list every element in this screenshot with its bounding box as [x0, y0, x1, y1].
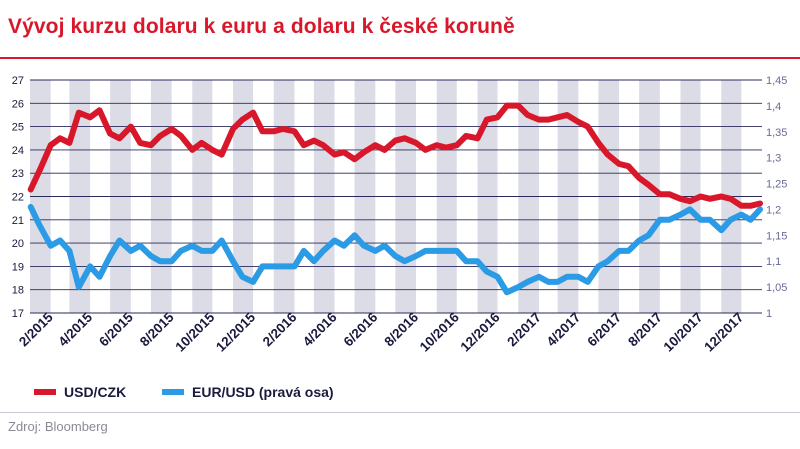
left-axis-tick-label: 24: [12, 145, 24, 157]
right-axis-tick-label: 1,25: [766, 179, 787, 191]
x-axis-tick-label: 6/2017: [584, 310, 624, 350]
right-axis-tick-label: 1,45: [766, 75, 787, 87]
legend-swatch-eur-usd: [162, 389, 184, 396]
legend-swatch-usd-czk: [34, 389, 56, 396]
x-axis-tick-label: 6/2016: [341, 309, 381, 349]
grid-lines: [30, 79, 762, 314]
right-axis-tick-label: 1,1: [766, 256, 781, 268]
left-axis-tick-label: 27: [12, 75, 24, 87]
x-axis-tick-label: 8/2017: [625, 310, 665, 350]
x-axis-tick-label: 2/2016: [260, 309, 300, 349]
x-axis-tick-label: 10/2015: [172, 309, 217, 354]
x-axis-tick-label: 12/2016: [458, 309, 503, 354]
title-divider: [0, 57, 800, 59]
right-axis-tick-label: 1,2: [766, 204, 781, 216]
x-axis-tick-label: 8/2015: [137, 309, 177, 349]
right-axis-tick-label: 1,3: [766, 153, 781, 165]
x-axis-tick-label: 4/2017: [544, 310, 584, 350]
x-axis-tick-label: 2/2017: [504, 310, 544, 350]
legend-label-eur-usd: EUR/USD (pravá osa): [192, 384, 334, 400]
x-axis-tick-label: 8/2016: [381, 309, 421, 349]
left-axis-tick-label: 18: [12, 285, 24, 297]
footer-divider: [0, 412, 800, 413]
series-line-eur-usd: [27, 203, 763, 296]
x-axis-tick-label: 10/2016: [417, 309, 462, 354]
x-axis-tick-label: 4/2015: [55, 309, 95, 349]
left-axis-tick-label: 20: [12, 238, 24, 250]
x-axis-tick-label: 4/2016: [300, 309, 340, 349]
left-axis-tick-label: 23: [12, 168, 24, 180]
right-axis-tick-label: 1,15: [766, 230, 787, 242]
left-axis-labels: 27 26 25 24 23 22 21 20 19 18 17: [12, 75, 24, 320]
right-axis-tick-label: 1: [766, 308, 772, 320]
legend-label-usd-czk: USD/CZK: [64, 384, 127, 400]
series-lines: [27, 102, 763, 296]
right-axis-tick-label: 1,4: [766, 101, 781, 113]
x-axis-tick-label: 12/2015: [213, 309, 258, 354]
right-axis-tick-label: 1,05: [766, 282, 787, 294]
left-axis-tick-label: 21: [12, 215, 24, 227]
x-axis-tick-label: 12/2017: [701, 310, 746, 355]
legend-item-usd-czk: USD/CZK: [34, 384, 126, 402]
left-axis-tick-label: 25: [12, 122, 24, 134]
x-axis-tick-label: 10/2017: [661, 310, 706, 355]
series-line-usd-czk: [27, 102, 763, 209]
right-axis-tick-label: 1,35: [766, 127, 787, 139]
left-axis-tick-label: 22: [12, 192, 24, 204]
left-axis-tick-label: 19: [12, 261, 24, 273]
exchange-rate-chart: 27 26 25 24 23 22 21 20 19 18 17 1,45 1,4 1,35 1,3 1,2…: [12, 75, 788, 355]
right-axis-labels: 1,45 1,4 1,35 1,3 1,25 1,2 1,15 1,1 1,05 1: [766, 75, 787, 320]
source-note: Zdroj: Bloomberg: [8, 419, 108, 434]
chart-title: Vývoj kurzu dolaru k euru a dolaru k čes…: [8, 15, 515, 38]
legend-item-eur-usd: EUR/USD (pravá osa): [162, 384, 334, 402]
x-axis-tick-label: 6/2015: [96, 309, 136, 349]
left-axis-tick-label: 26: [12, 98, 24, 110]
left-axis-tick-label: 17: [12, 308, 24, 320]
